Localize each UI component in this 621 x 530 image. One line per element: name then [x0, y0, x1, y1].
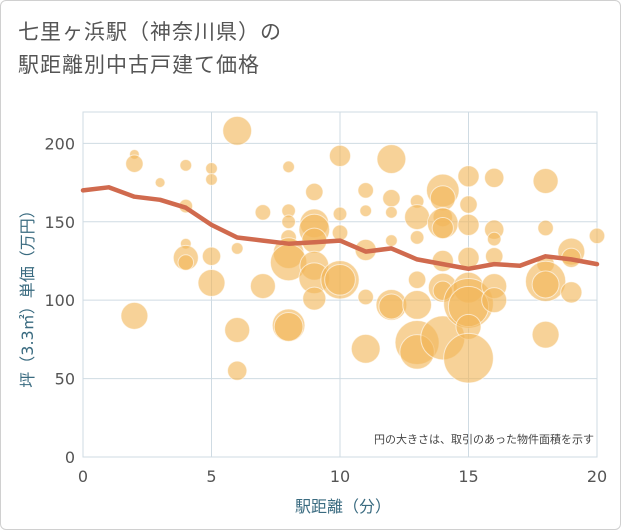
data-bubble — [359, 204, 373, 218]
data-bubble — [484, 167, 505, 189]
trend-line — [80, 185, 600, 272]
data-bubble — [205, 173, 218, 186]
y-tick-label: 50 — [55, 370, 75, 389]
data-bubble — [486, 231, 502, 247]
data-bubble — [224, 316, 251, 343]
data-bubble — [302, 286, 327, 311]
data-bubble — [402, 289, 433, 320]
data-bubble — [205, 162, 218, 175]
x-tick-label: 0 — [78, 467, 88, 486]
data-bubble — [282, 160, 295, 174]
data-bubble — [230, 242, 244, 255]
data-bubble — [588, 227, 606, 245]
data-bubble — [273, 311, 304, 342]
data-bubble — [201, 246, 222, 266]
data-bubble — [197, 268, 226, 297]
data-bubble — [431, 216, 454, 240]
data-bubble — [378, 293, 405, 320]
data-bubble — [249, 273, 276, 300]
data-bubble — [305, 182, 324, 202]
y-tick-label: 100 — [44, 291, 75, 310]
data-bubble — [385, 206, 398, 219]
data-bubble — [357, 288, 374, 306]
data-bubble — [177, 254, 195, 271]
size-note: 円の大きさは、取引のあった物件面積を示す — [374, 432, 594, 446]
bubbles — [120, 115, 606, 384]
data-bubble — [457, 213, 480, 237]
data-bubble — [357, 182, 374, 199]
x-axis-label: 駅距離（分） — [295, 497, 391, 516]
title-line-2: 駅距離別中古戸建て価格 — [18, 53, 260, 77]
data-bubble — [481, 287, 508, 314]
data-bubble — [531, 270, 560, 299]
data-bubble — [443, 332, 494, 384]
x-tick-label: 10 — [330, 467, 350, 486]
data-bubble — [120, 301, 149, 330]
trend-line-group — [80, 185, 600, 272]
y-axis-label: 坪（3.3㎡）単価（万円） — [18, 202, 37, 387]
data-bubble — [222, 115, 253, 146]
data-bubble — [125, 154, 144, 173]
title-line-1: 七里ヶ浜駅（神奈川県）の — [18, 20, 282, 44]
data-bubble — [537, 219, 554, 237]
data-bubble — [532, 168, 559, 194]
y-tick-label: 150 — [44, 213, 75, 232]
data-bubble — [404, 204, 431, 231]
data-bubble — [382, 189, 401, 208]
data-bubble — [350, 333, 381, 364]
data-bubble — [407, 270, 427, 289]
data-bubble — [227, 360, 248, 381]
data-bubble — [331, 224, 349, 241]
y-tick-label: 200 — [44, 134, 75, 153]
chart-title: 七里ヶ浜駅（神奈川県）の 駅距離別中古戸建て価格 — [18, 16, 282, 82]
data-bubble — [376, 144, 407, 174]
data-bubble — [531, 320, 560, 349]
x-tick-label: 20 — [587, 467, 607, 486]
data-bubble — [560, 281, 583, 304]
data-bubble — [154, 177, 166, 188]
data-bubble — [179, 158, 193, 172]
data-bubble — [254, 204, 272, 221]
data-bubble — [324, 263, 356, 296]
data-bubble — [328, 144, 352, 168]
data-bubble — [459, 195, 478, 214]
x-tick-label: 5 — [206, 467, 216, 486]
data-bubble — [457, 165, 480, 188]
x-tick-label: 15 — [458, 467, 478, 486]
data-bubble — [409, 230, 425, 245]
data-bubble — [281, 214, 296, 230]
y-tick-label: 0 — [65, 448, 75, 467]
data-bubble — [332, 206, 348, 222]
data-bubble — [385, 234, 398, 247]
